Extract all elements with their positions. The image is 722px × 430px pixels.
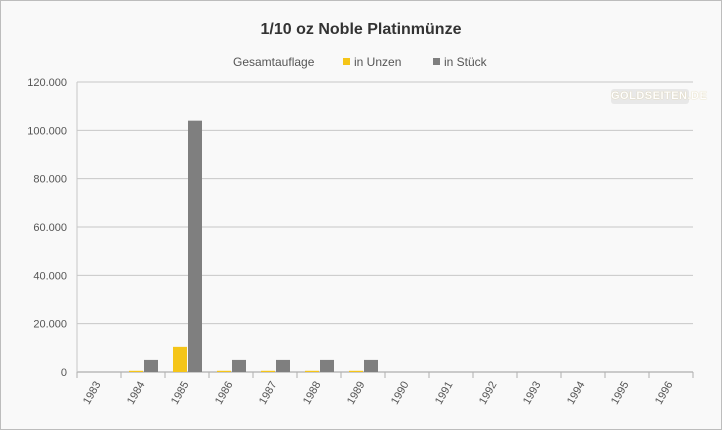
bar-unzen-1988 (305, 370, 319, 372)
bar-stueck-1987 (276, 359, 290, 372)
bar-unzen-1984 (129, 370, 143, 372)
y-tick-label: 40.000 (33, 270, 67, 282)
legend-item-stueck[interactable]: in Stück (433, 55, 487, 69)
y-tick-label: 0 (61, 367, 67, 379)
bar-unzen-1985 (173, 346, 187, 372)
x-tick-label: 1996 (653, 380, 676, 407)
x-tick-label: 1990 (389, 380, 412, 407)
bar-unzen-1987 (261, 370, 275, 372)
x-tick-label: 1993 (521, 380, 544, 407)
y-tick-label: 60.000 (33, 222, 67, 234)
bar-stueck-1988 (320, 359, 334, 372)
x-tick-label: 1992 (477, 380, 500, 407)
x-tick-label: 1994 (565, 380, 588, 407)
x-tick-label: 1988 (301, 380, 324, 407)
x-tick-label: 1986 (213, 380, 236, 407)
bar-unzen-1989 (349, 370, 363, 372)
bar-unzen-1986 (217, 370, 231, 372)
chart-title: 1/10 oz Noble Platinmünze (260, 21, 462, 38)
watermark-logo: GOLDSEITEN.DE (611, 89, 708, 104)
legend-item-unzen[interactable]: in Unzen (343, 55, 401, 69)
bar-stueck-1989 (364, 359, 378, 372)
bar-stueck-1985 (188, 120, 202, 373)
chart-legend: Gesamtauflage in Unzen in Stück (1, 55, 721, 71)
y-tick-label: 20.000 (33, 319, 67, 331)
y-tick-label: 80.000 (33, 174, 67, 186)
legend-label-unzen: in Unzen (354, 55, 402, 69)
y-tick-label: 120.000 (27, 77, 67, 89)
legend-swatch-stueck (433, 58, 440, 65)
x-tick-label: 1984 (125, 380, 148, 407)
x-tick-label: 1985 (169, 380, 192, 407)
legend-label-stueck: in Stück (444, 55, 487, 69)
bar-stueck-1986 (232, 359, 246, 372)
bar-stueck-1984 (144, 359, 158, 372)
legend-swatch-unzen (343, 58, 350, 65)
x-tick-label: 1983 (81, 380, 104, 407)
legend-title: Gesamtauflage (233, 55, 315, 69)
x-tick-label: 1991 (433, 380, 456, 407)
x-tick-label: 1989 (345, 380, 368, 407)
x-tick-label: 1995 (609, 380, 632, 407)
x-tick-label: 1987 (257, 380, 280, 407)
y-tick-label: 100.000 (27, 125, 67, 137)
